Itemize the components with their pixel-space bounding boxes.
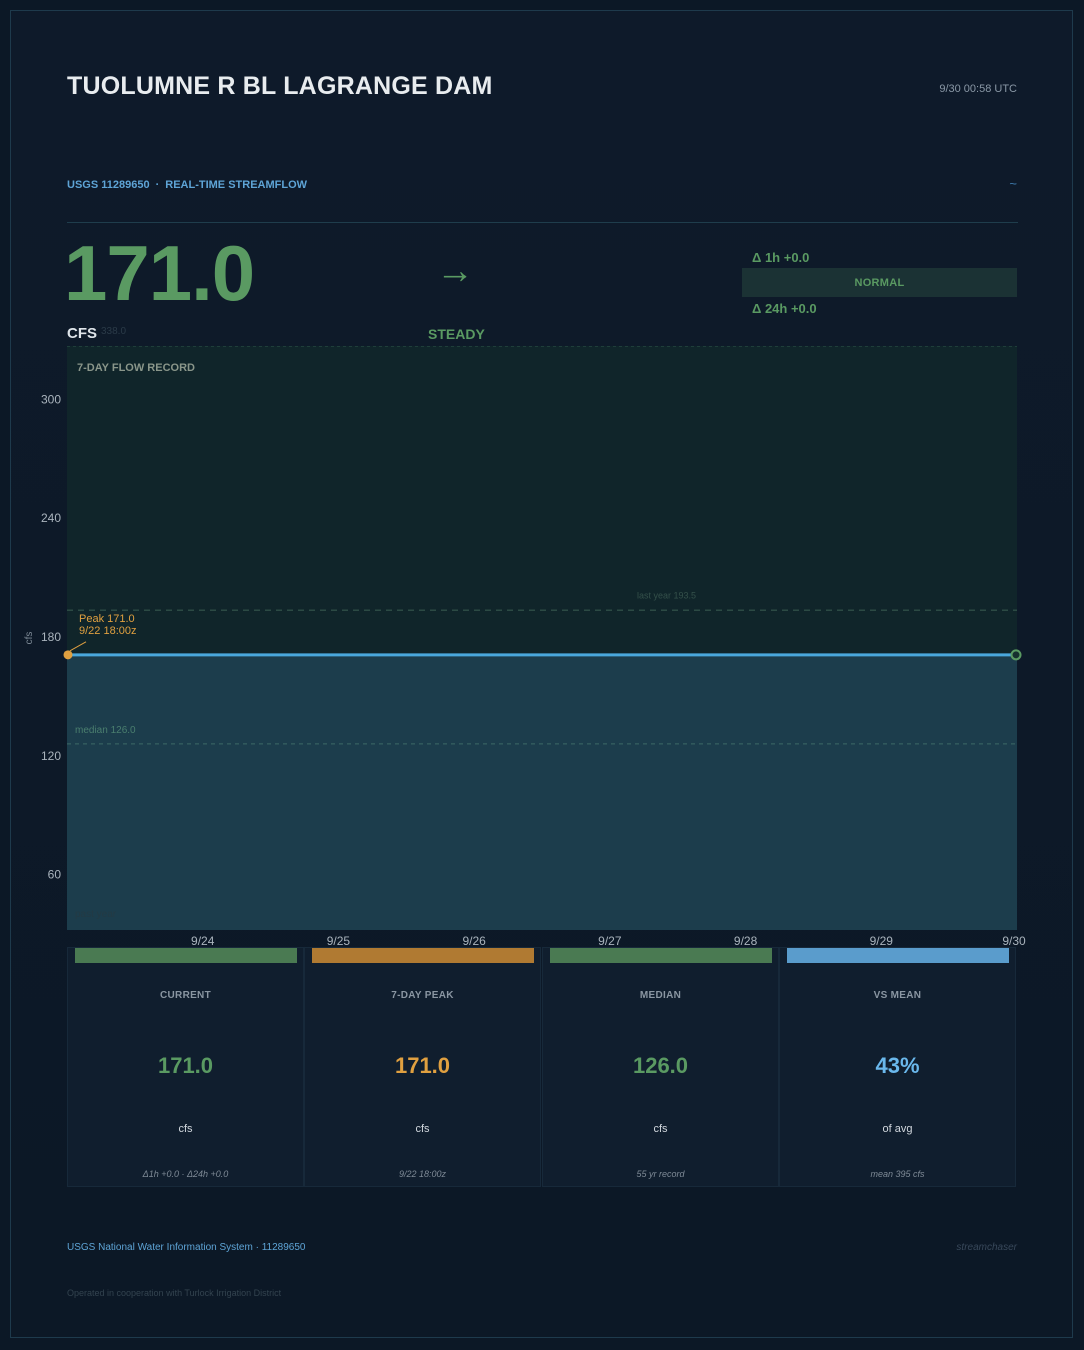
stat-note: 9/22 18:00z [398, 1169, 447, 1179]
peak-label: Peak 171.0 [79, 613, 135, 625]
footer-brand: streamchaser [956, 1242, 1017, 1253]
wave-icon: ~ [1009, 176, 1017, 191]
trend-label: STEADY [428, 326, 485, 342]
stat-label: VS MEAN [873, 990, 922, 1001]
y-tick-label: 60 [48, 868, 62, 882]
stat-card-median: MEDIAN 126.0 cfs 55 yr record [542, 947, 779, 1187]
median-label: median 126.0 [75, 725, 136, 736]
peak-leader-line [69, 641, 87, 652]
peak-point [63, 650, 73, 660]
x-tick-label: 9/29 [870, 934, 894, 948]
stat-note: 55 yr record [636, 1169, 685, 1179]
stat-card-current: CURRENT 171.0 cfs Δ1h +0.0 · Δ24h +0.0 [67, 947, 304, 1187]
stat-accent-bar [312, 948, 534, 963]
source-line: USGS 11289650 · REAL-TIME STREAMFLOW [67, 179, 307, 191]
stat-value: 171.0 [157, 1053, 214, 1078]
stat-label: MEDIAN [639, 990, 682, 1001]
stat-value: 126.0 [632, 1053, 689, 1078]
status-badge: NORMAL [742, 268, 1017, 297]
stat-card-vs-mean: VS MEAN 43% of avg mean 395 cfs [779, 947, 1016, 1187]
stat-label: 7-DAY PEAK [391, 990, 454, 1001]
stat-unit: cfs [415, 1123, 430, 1135]
stat-unit: of avg [882, 1123, 913, 1135]
header-divider [67, 222, 1018, 223]
source-separator: · [155, 179, 160, 191]
chart-title: 7-DAY FLOW RECORD [77, 362, 195, 374]
timestamp: 9/30 00:58 UTC [939, 83, 1017, 95]
x-tick-label: 9/28 [734, 934, 758, 948]
y-axis-label: cfs [24, 632, 35, 645]
stat-unit: cfs [653, 1123, 668, 1135]
x-tick-label: 9/27 [598, 934, 622, 948]
stat-value: 171.0 [394, 1053, 451, 1078]
chart-corner-label: past year [75, 909, 117, 920]
x-tick-label: 9/25 [327, 934, 351, 948]
footer-source-link[interactable]: USGS National Water Information System ·… [67, 1242, 306, 1253]
peak-date-label: 9/22 18:00z [79, 625, 137, 637]
stat-note: Δ1h +0.0 · Δ24h +0.0 [142, 1169, 229, 1179]
footer-cooperation: Operated in cooperation with Turlock Irr… [67, 1288, 282, 1298]
x-tick-label: 9/30 [1002, 934, 1026, 948]
y-tick-label: 120 [41, 749, 61, 763]
x-tick-label: 9/26 [462, 934, 486, 948]
source-label: REAL-TIME STREAMFLOW [165, 179, 308, 191]
x-tick-label: 9/24 [191, 934, 215, 948]
flow-unit: CFS [67, 325, 97, 342]
y-tick-label: 300 [41, 392, 61, 406]
current-point [1010, 649, 1022, 661]
delta-1h: Δ 1h +0.0 [752, 250, 810, 265]
delta-24h: Δ 24h +0.0 [752, 301, 817, 316]
stat-accent-bar [787, 948, 1009, 963]
page-title: TUOLUMNE R BL LAGRANGE DAM [67, 72, 493, 100]
source-id[interactable]: USGS 11289650 [67, 179, 150, 191]
series-area [67, 654, 1017, 930]
stat-accent-bar [75, 948, 297, 963]
last-year-label: last year 193.5 [637, 590, 696, 600]
stat-label: CURRENT [160, 990, 211, 1001]
stat-unit: cfs [178, 1123, 193, 1135]
y-tick-label: 180 [41, 630, 61, 644]
y-tick-label: 240 [41, 511, 61, 525]
current-flow-value: 171.0 [64, 229, 255, 317]
stat-accent-bar [550, 948, 772, 963]
ghost-value: 338.0 [101, 326, 127, 337]
stat-note: mean 395 cfs [870, 1169, 925, 1179]
trend-arrow-icon: → [436, 250, 474, 292]
stat-value: 43% [875, 1053, 920, 1078]
stat-card-peak: 7-DAY PEAK 171.0 cfs 9/22 18:00z [304, 947, 541, 1187]
